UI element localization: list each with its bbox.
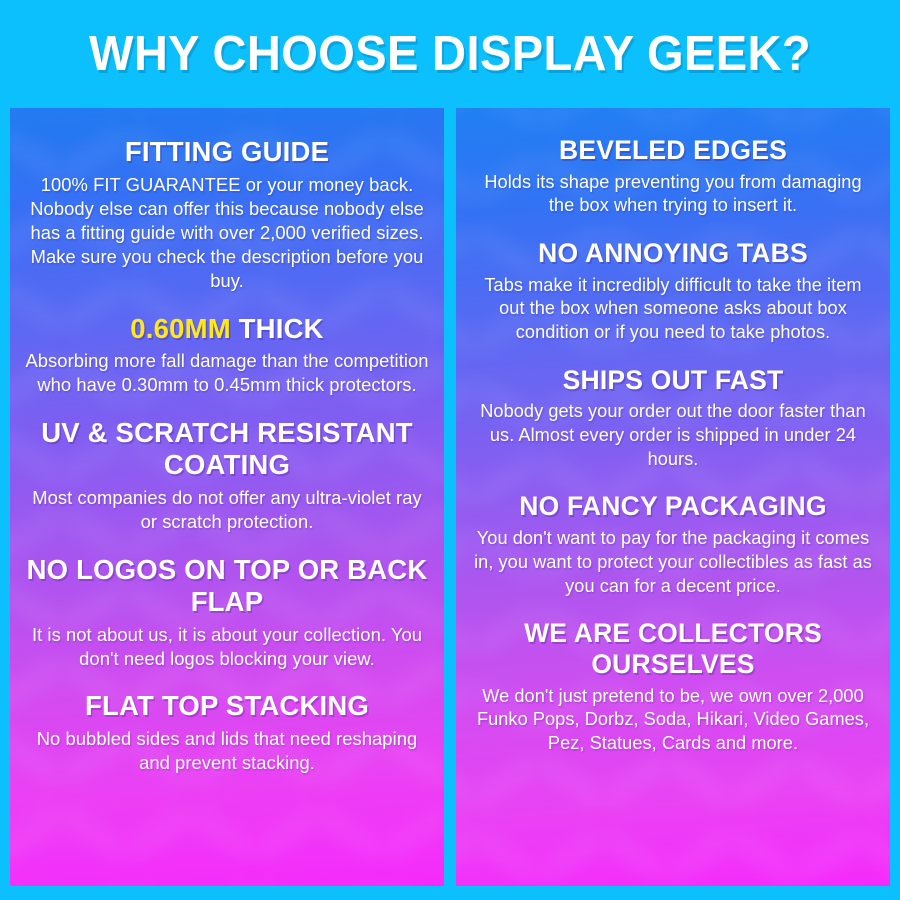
feature-block-we-are-collectors: WE ARE COLLECTORS OURSELVES We don't jus…	[470, 618, 876, 755]
feature-body: 100% FIT GUARANTEE or your money back. N…	[30, 173, 424, 291]
feature-heading: NO LOGOS ON TOP OR BACK FLAP	[26, 553, 428, 617]
feature-body: We don't just pretend to be, we own over…	[476, 685, 870, 753]
feature-block-uv-scratch-coating: UV & SCRATCH RESISTANT COATING Most comp…	[24, 417, 430, 534]
thickness-rest: THICK	[238, 312, 324, 344]
feature-block-thickness: 0.60MM THICK Absorbing more fall damage …	[24, 313, 430, 398]
feature-block-no-logos: NO LOGOS ON TOP OR BACK FLAP It is not a…	[24, 554, 430, 671]
feature-heading: FITTING GUIDE	[124, 136, 330, 167]
feature-body: Most companies do not offer any ultra-vi…	[32, 487, 422, 532]
feature-body: It is not about us, it is about your col…	[31, 623, 423, 669]
feature-body: No bubbled sides and lids that need resh…	[36, 728, 418, 774]
feature-heading: WE ARE COLLECTORS OURSELVES	[524, 618, 822, 679]
feature-body: Absorbing more fall damage than the comp…	[25, 350, 429, 396]
feature-body: Tabs make it incredibly difficult to tak…	[484, 274, 862, 343]
feature-heading: 0.60MM THICK	[24, 313, 430, 345]
feature-block-ships-out-fast: SHIPS OUT FAST Nobody gets your order ou…	[470, 365, 876, 472]
right-column-panel: BEVELED EDGES Holds its shape preventing…	[456, 108, 890, 886]
feature-heading: SHIPS OUT FAST	[562, 364, 784, 395]
feature-block-beveled-edges: BEVELED EDGES Holds its shape preventing…	[470, 135, 876, 218]
feature-heading: FLAT TOP STACKING	[85, 690, 369, 722]
page-title: WHY CHOOSE DISPLAY GEEK?	[89, 26, 811, 81]
feature-columns: FITTING GUIDE 100% FIT GUARANTEE or your…	[10, 108, 890, 886]
feature-heading: UV & SCRATCH RESISTANT COATING	[41, 417, 413, 481]
feature-body: Holds its shape preventing you from dama…	[484, 171, 862, 216]
left-column-panel: FITTING GUIDE 100% FIT GUARANTEE or your…	[10, 108, 444, 886]
feature-heading: NO FANCY PACKAGING	[519, 491, 827, 522]
feature-body: You don't want to pay for the packaging …	[474, 528, 872, 596]
feature-block-flat-top-stacking: FLAT TOP STACKING No bubbled sides and l…	[24, 690, 430, 775]
poster-header: WHY CHOOSE DISPLAY GEEK?	[0, 0, 900, 108]
feature-block-fitting-guide: FITTING GUIDE 100% FIT GUARANTEE or your…	[24, 136, 430, 293]
feature-body: Nobody gets your order out the door fast…	[480, 401, 866, 469]
feature-heading: NO ANNOYING TABS	[538, 238, 808, 269]
feature-block-no-fancy-packaging: NO FANCY PACKAGING You don't want to pay…	[470, 491, 876, 598]
thickness-highlight: 0.60MM	[130, 312, 231, 344]
feature-heading: BEVELED EDGES	[559, 135, 787, 165]
feature-block-no-annoying-tabs: NO ANNOYING TABS Tabs make it incredibly…	[470, 238, 876, 345]
